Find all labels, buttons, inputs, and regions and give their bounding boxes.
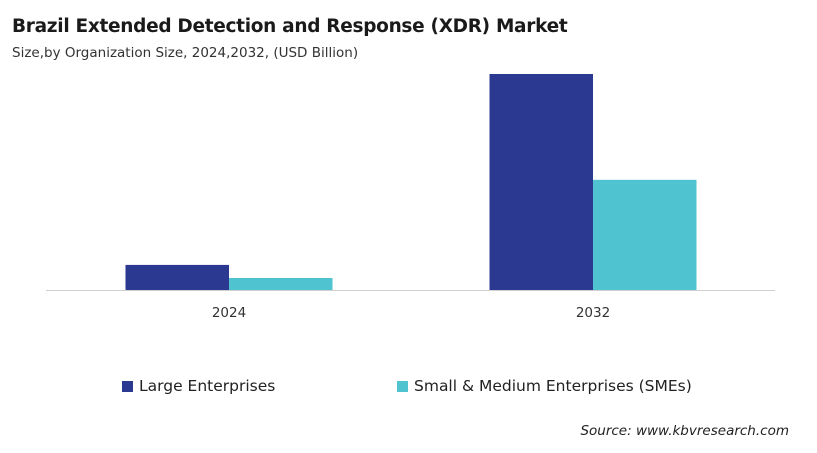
chart-title: Brazil Extended Detection and Response (…: [12, 16, 568, 37]
x-tick-label: 2024: [212, 305, 246, 321]
bar-sme-2032: [593, 179, 697, 290]
legend-label-sme: Small & Medium Enterprises (SMEs): [414, 377, 692, 395]
legend-swatch-sme: [397, 380, 408, 392]
legend-label-large: Large Enterprises: [139, 377, 276, 395]
bar-large-2024: [125, 264, 229, 290]
x-tick-label: 2032: [576, 305, 610, 321]
bar-large-2032: [489, 74, 593, 290]
legend-item-large: Large Enterprises: [122, 377, 275, 395]
source-note: Source: www.kbvresearch.com: [580, 423, 789, 439]
chart-subtitle: Size,by Organization Size, 2024,2032, (U…: [12, 45, 359, 61]
legend-item-sme: Small & Medium Enterprises (SMEs): [397, 377, 692, 395]
legend-swatch-large: [122, 380, 133, 392]
bar-sme-2024: [229, 278, 333, 290]
